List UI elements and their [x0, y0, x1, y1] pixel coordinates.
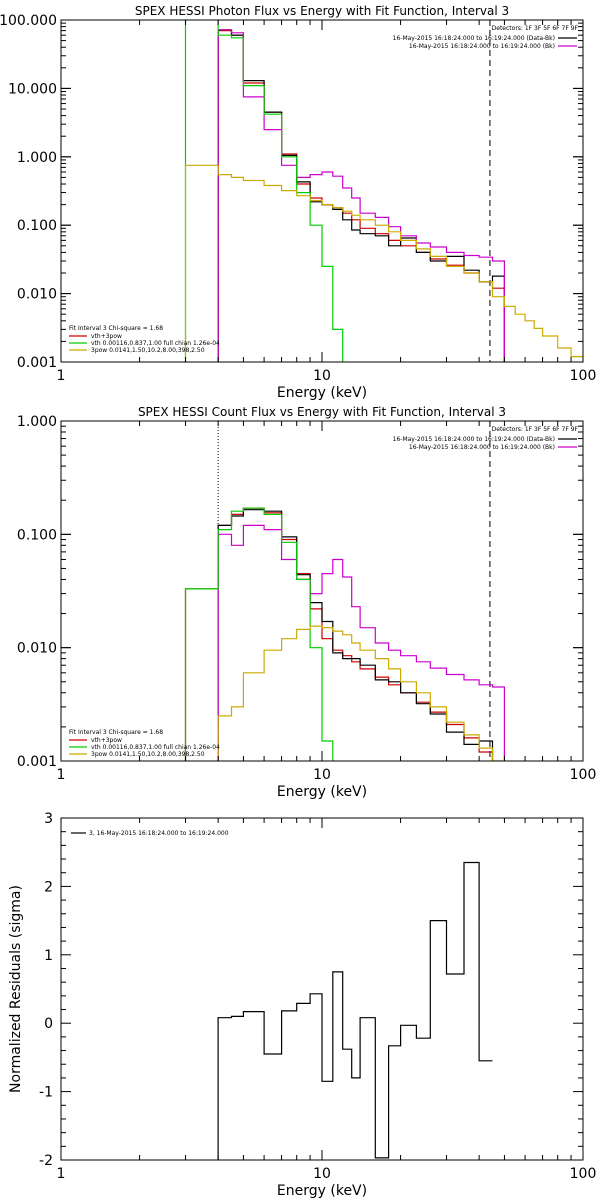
panel-2-ytick-label: 1 [44, 948, 53, 964]
panel-2-ytick-label: 2 [44, 879, 53, 895]
panel-0-xtick-label: 100 [570, 368, 597, 384]
panel-2-series-0 [217, 861, 493, 1160]
panel-0-ytick-label: 100.000 [0, 13, 57, 29]
panel-2-ytick-label: -2 [39, 1153, 53, 1169]
panel-2-ytick-label: 0 [44, 1016, 53, 1032]
panel-1-legend-left-item: 3pow 0.0141,1.50,10.2,8.00,398,2.50 [91, 751, 205, 758]
panel-0-legend-right-item: 16-May-2015 16:18:24.000 to 16:19:24.000… [409, 43, 555, 50]
panel-1-legend-header: Detectors: 1F 3F 5F 6F 7F 9F [492, 426, 579, 433]
panel-1-legend-left-item: vth 0.00116,0.837,1.00 full chian 1.26e-… [91, 744, 220, 751]
panel-0-plot-area [184, 20, 583, 362]
panel-0-xlabel: Energy (keV) [277, 385, 367, 401]
panel-2-xtick-label: 1 [57, 1166, 66, 1182]
panel-0-xtick-label: 1 [57, 368, 66, 384]
panel-1-series-2 [217, 524, 505, 761]
panel-0-ytick-label: 10.000 [8, 81, 57, 97]
panel-0-xtick-label: 10 [313, 368, 331, 384]
panel-0-ytick-label: 1.000 [17, 150, 57, 166]
panel-1-xtick-label: 10 [313, 767, 331, 783]
panel-2-xlabel: Energy (keV) [277, 1183, 367, 1199]
panel-1-xlabel: Energy (keV) [277, 784, 367, 800]
panel-0-legend-left-item: 3pow 0.0141,1.50,10.2,8.00,398,2.50 [91, 347, 205, 354]
panel-1-legend-right-item: 16-May-2015 16:18:24.000 to 16:19:24.000… [393, 436, 555, 443]
panel-1-legend-left-header: Fit Interval 3 Chi-square = 1.68 [69, 729, 163, 736]
panel-0-series-3 [184, 20, 344, 362]
panel-0-series-2 [217, 29, 505, 362]
panel-0-ytick-label: 0.100 [17, 218, 57, 234]
panel-0-series-1 [217, 29, 505, 362]
panel-0-ytick-label: 0.001 [17, 355, 57, 371]
panel-0-series-4 [184, 164, 583, 362]
panel-0-legend-left-header: Fit Interval 3 Chi-square = 1.68 [69, 325, 163, 332]
panel-0-legend-right-item: 16-May-2015 16:18:24.000 to 16:19:24.000… [393, 35, 555, 42]
panel-1-series-4 [217, 625, 505, 761]
panel-1-title: SPEX HESSI Count Flux vs Energy with Fit… [138, 405, 506, 419]
panel-0-legend-left-item: vth 0.00116,0.837,1.00 full chian 1.26e-… [91, 340, 220, 347]
panel-1-plot-area [184, 421, 505, 761]
panel-0-legend-left-item: vth+3pow [91, 333, 122, 340]
panel-1-xtick-label: 1 [57, 767, 66, 783]
panel-2-ylabel: Normalized Residuals (sigma) [8, 885, 24, 1093]
panel-1-xtick-label: 100 [570, 767, 597, 783]
panel-1-series-3 [184, 507, 334, 761]
panel-2-ytick-label: 3 [44, 811, 53, 827]
panel-2-plot-area [217, 861, 493, 1160]
panel-1-ytick-label: 0.010 [17, 641, 57, 657]
panel-2-xtick-label: 100 [570, 1166, 597, 1182]
panel-1-ytick-label: 0.100 [17, 527, 57, 543]
panel-2-xtick-label: 10 [313, 1166, 331, 1182]
panel-0-ytick-label: 0.010 [17, 287, 57, 303]
panel-1-legend-right-item: 16-May-2015 16:18:24.000 to 16:19:24.000… [409, 444, 555, 451]
panel-2-legend: 3, 16-May-2015 16:18:24.000 to 16:19:24.… [89, 830, 229, 837]
panel-2-ytick-label: -1 [39, 1085, 53, 1101]
panel-1-ytick-label: 1.000 [17, 414, 57, 430]
panel-1-legend-left-item: vth+3pow [91, 737, 122, 744]
panel-1-ytick-label: 0.001 [17, 754, 57, 770]
panel-0-title: SPEX HESSI Photon Flux vs Energy with Fi… [135, 4, 509, 18]
panel-0-legend-header: Detectors: 1F 3F 5F 6F 7F 9F [492, 25, 579, 32]
